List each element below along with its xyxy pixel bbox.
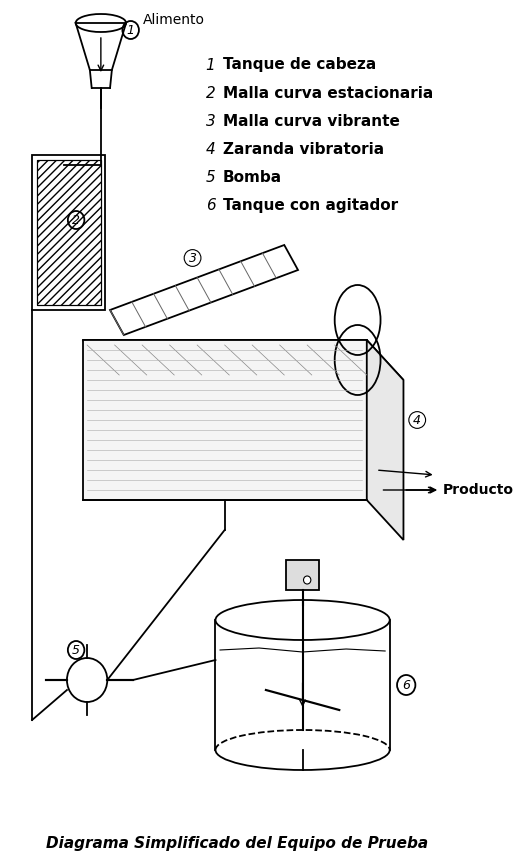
Text: 6: 6 <box>206 198 215 212</box>
Text: 6: 6 <box>402 678 410 691</box>
Text: Diagrama Simplificado del Equipo de Prueba: Diagrama Simplificado del Equipo de Prue… <box>46 835 429 851</box>
Text: 3: 3 <box>206 114 215 129</box>
Text: Alimento: Alimento <box>143 13 204 27</box>
Polygon shape <box>83 340 403 380</box>
Text: 1: 1 <box>206 58 215 72</box>
Circle shape <box>304 576 311 584</box>
Text: 5: 5 <box>72 644 80 657</box>
Text: 1: 1 <box>127 23 134 36</box>
Text: Malla curva vibrante: Malla curva vibrante <box>223 114 400 129</box>
Polygon shape <box>83 340 367 500</box>
Text: 4: 4 <box>413 413 421 426</box>
Text: 5: 5 <box>206 169 215 185</box>
Text: Producto: Producto <box>443 483 514 497</box>
Bar <box>37 160 101 305</box>
Text: 2: 2 <box>206 85 215 100</box>
Bar <box>286 560 319 590</box>
Text: Tanque con agitador: Tanque con agitador <box>223 198 398 212</box>
Polygon shape <box>367 340 403 540</box>
Text: Malla curva estacionaria: Malla curva estacionaria <box>223 85 433 100</box>
Text: Zaranda vibratoria: Zaranda vibratoria <box>223 142 384 156</box>
Bar <box>37 160 101 305</box>
Text: 4: 4 <box>206 142 215 156</box>
Text: 3: 3 <box>188 251 197 264</box>
Text: Bomba: Bomba <box>223 169 282 185</box>
Text: Tanque de cabeza: Tanque de cabeza <box>223 58 376 72</box>
Text: 2: 2 <box>72 213 80 226</box>
